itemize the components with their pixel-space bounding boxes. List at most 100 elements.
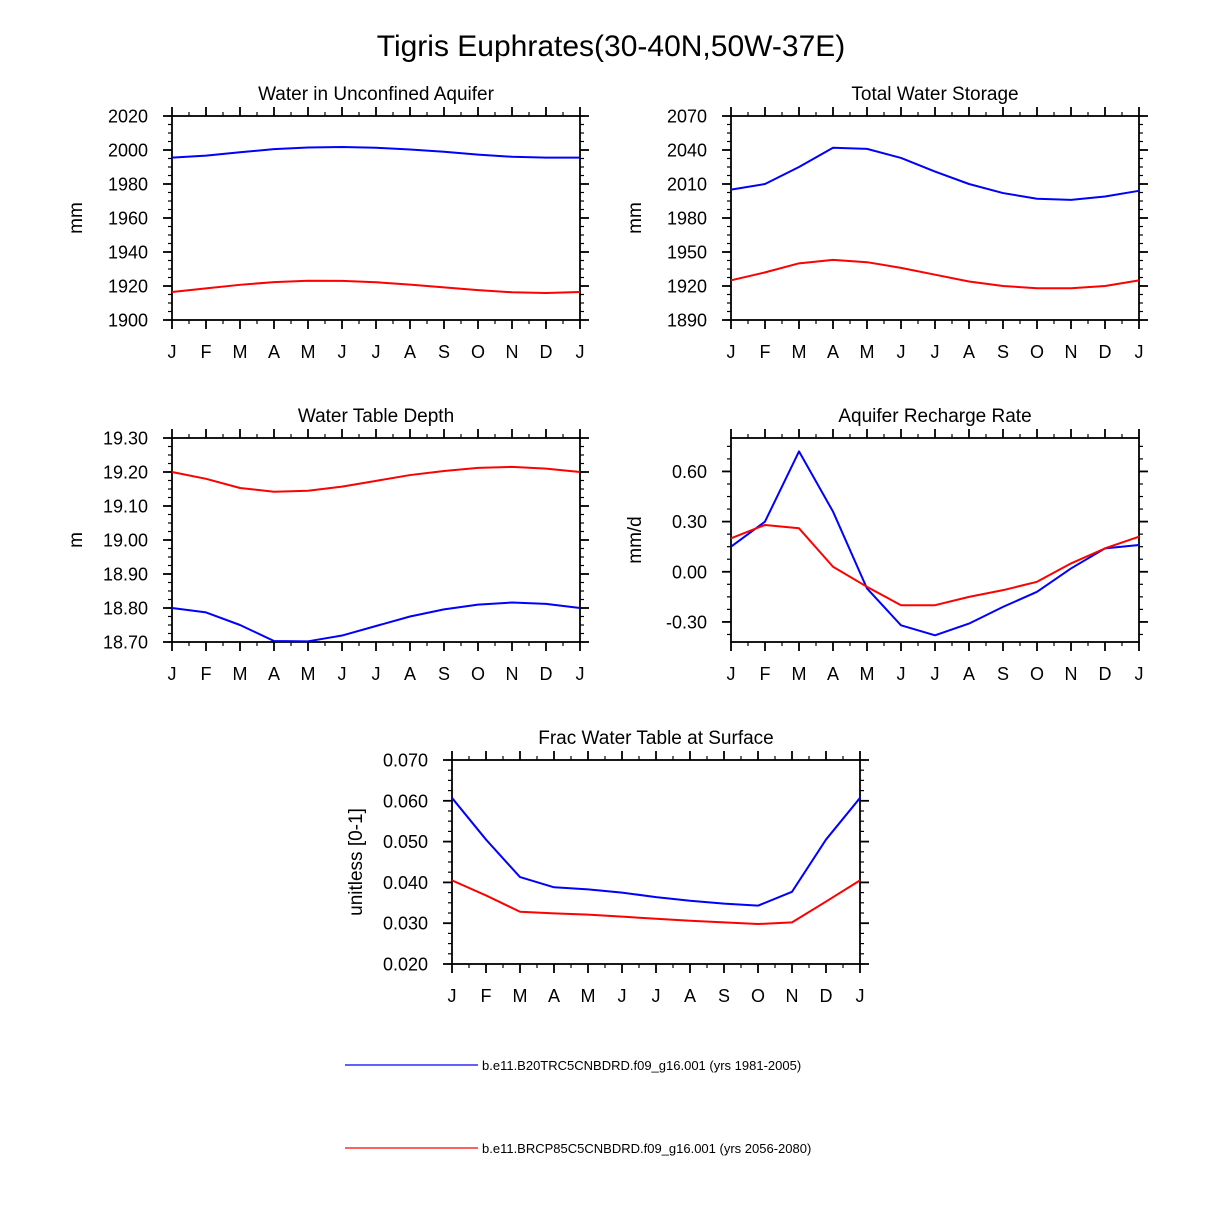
x-tick-label: F [201, 342, 212, 362]
y-tick-label: 0.020 [383, 955, 428, 975]
y-tick-label: -0.30 [666, 612, 707, 632]
y-tick-label: 2040 [667, 141, 707, 161]
y-tick-label: 2070 [667, 107, 707, 127]
series-line-future [730, 258, 1140, 290]
x-tick-label: A [963, 664, 975, 684]
y-tick-label: 2020 [108, 107, 148, 127]
x-tick-label: J [1135, 342, 1144, 362]
x-tick-label: J [338, 342, 347, 362]
x-tick-label: M [792, 664, 807, 684]
legend-label: b.e11.BRCP85C5CNBDRD.f09_g16.001 (yrs 20… [482, 1141, 811, 1156]
x-tick-label: M [860, 664, 875, 684]
y-tick-label: 1950 [667, 243, 707, 263]
x-tick-label: N [1065, 664, 1078, 684]
x-tick-label: S [718, 986, 730, 1006]
y-tick-label: 19.20 [103, 463, 148, 483]
x-tick-label: F [201, 664, 212, 684]
series-line-future [171, 279, 581, 294]
x-tick-label: D [1099, 342, 1112, 362]
x-tick-label: J [727, 342, 736, 362]
y-tick-label: 0.60 [672, 462, 707, 482]
x-tick-label: J [897, 342, 906, 362]
y-tick-label: 1960 [108, 209, 148, 229]
series-line-historical [451, 797, 861, 907]
plot-frame [730, 437, 1140, 643]
chart-title: Frac Water Table at Surface [538, 728, 774, 749]
y-tick-label: 1920 [667, 277, 707, 297]
x-tick-label: M [792, 342, 807, 362]
series-line-future [730, 523, 1140, 607]
chart-unconfined: J F M A M J J A S O N D J190019201940196019802000202… [66, 84, 589, 362]
x-tick-label: F [760, 342, 771, 362]
x-tick-label: M [233, 342, 248, 362]
y-tick-label: 18.80 [103, 599, 148, 619]
plot-frame [171, 437, 581, 643]
y-axis-label: mm/d [625, 516, 646, 564]
y-tick-label: 18.90 [103, 565, 148, 585]
y-tick-label: 1920 [108, 277, 148, 297]
y-tick-label: 19.00 [103, 531, 148, 551]
y-tick-label: 2010 [667, 175, 707, 195]
y-tick-label: 0.040 [383, 873, 428, 893]
chart-title: Water Table Depth [298, 406, 454, 427]
x-tick-label: J [727, 664, 736, 684]
x-tick-label: M [301, 664, 316, 684]
series-line-historical [171, 145, 580, 159]
chart-wtd: J F M A M J J A S O N D J18.7018.8018.9019.0019.1019… [66, 406, 589, 684]
y-tick-label: 0.00 [672, 562, 707, 582]
x-tick-label: M [860, 342, 875, 362]
x-tick-label: A [548, 986, 560, 1006]
x-tick-label: F [760, 664, 771, 684]
x-tick-label: O [751, 986, 765, 1006]
x-tick-label: J [338, 664, 347, 684]
y-axis-label: mm [66, 202, 87, 234]
chart-title: Total Water Storage [851, 84, 1018, 105]
x-tick-label: S [438, 664, 450, 684]
x-tick-label: S [438, 342, 450, 362]
y-axis-label: mm [625, 202, 646, 234]
x-tick-label: A [404, 664, 416, 684]
x-tick-label: J [372, 342, 381, 362]
x-tick-label: D [540, 664, 553, 684]
x-tick-label: N [506, 664, 519, 684]
x-tick-label: N [786, 986, 799, 1006]
plot-frame [451, 759, 861, 965]
y-tick-label: 2000 [108, 141, 148, 161]
y-tick-label: 1890 [667, 311, 707, 331]
x-tick-label: J [576, 342, 585, 362]
series-line-historical [171, 601, 581, 643]
y-axis-label: m [66, 532, 87, 548]
legend-label: b.e11.B20TRC5CNBDRD.f09_g16.001 (yrs 198… [482, 1058, 801, 1073]
y-tick-label: 1900 [108, 311, 148, 331]
x-tick-label: A [963, 342, 975, 362]
y-tick-label: 0.30 [672, 512, 707, 532]
chart-recharge: J F M A M J J A S O N D J-0.300.000.300.60mm/dAquife… [625, 406, 1148, 684]
y-tick-label: 19.10 [103, 497, 148, 517]
x-tick-label: D [1099, 664, 1112, 684]
x-tick-label: J [897, 664, 906, 684]
x-tick-label: D [540, 342, 553, 362]
x-tick-label: A [827, 664, 839, 684]
chart-title: Aquifer Recharge Rate [838, 406, 1031, 427]
x-tick-label: J [652, 986, 661, 1006]
x-tick-label: J [168, 664, 177, 684]
series-line-historical [730, 450, 1140, 637]
chart-frac: J F M A M J J A S O N D J0.0200.0300.0400.0500.0600.… [346, 728, 869, 1006]
chart-title: Water in Unconfined Aquifer [258, 84, 495, 105]
y-tick-label: 0.070 [383, 751, 428, 771]
x-tick-label: J [448, 986, 457, 1006]
x-tick-label: N [1065, 342, 1078, 362]
x-tick-label: J [856, 986, 865, 1006]
x-tick-label: J [372, 664, 381, 684]
x-tick-label: A [684, 986, 696, 1006]
x-tick-label: S [997, 664, 1009, 684]
series-line-future [451, 879, 861, 926]
x-tick-label: N [506, 342, 519, 362]
x-tick-label: J [168, 342, 177, 362]
x-tick-label: J [931, 664, 940, 684]
y-tick-label: 1940 [108, 243, 148, 263]
series-line-future [171, 465, 581, 493]
x-tick-label: M [233, 664, 248, 684]
x-tick-label: D [820, 986, 833, 1006]
